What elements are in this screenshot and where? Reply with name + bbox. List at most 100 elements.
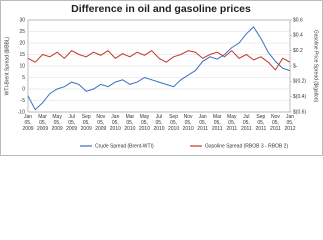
x-tick-label-line: 2010	[168, 126, 179, 132]
series-line	[27, 49, 291, 71]
legend-label: Gasoline Spread (RBOB 3 - RBOB 2)	[205, 143, 288, 149]
x-tick-label-line: 05,	[228, 120, 235, 126]
y-tick-label: -10	[18, 109, 25, 115]
y2-tick-label: $0.2	[293, 48, 303, 54]
x-tick-label: Sep 05, 2009	[81, 114, 92, 132]
x-tick-label-line: 05,	[214, 120, 221, 126]
x-tick-label: Jan 05, 2009	[22, 114, 33, 132]
x-tick-label-line: Sep	[82, 114, 91, 120]
x-tick-label: Jan 05, 2012	[284, 114, 295, 132]
x-tick-label-line: 05,	[170, 120, 177, 126]
x-tick-label-line: 05,	[97, 120, 104, 126]
x-tick-label: Jul 05, 2011	[241, 114, 252, 132]
x-tick-label-line: Jan	[199, 114, 207, 120]
y-tick-label: 25	[19, 29, 25, 35]
x-tick-label-line: 05,	[112, 120, 119, 126]
x-tick-label-line: 05,	[25, 120, 32, 126]
x-tick-label-line: 2011	[241, 126, 252, 132]
x-tick-label: Mar 05, 2009	[37, 114, 48, 132]
x-tick-label-line: 2012	[284, 126, 295, 132]
x-tick-label-line: Sep	[169, 114, 178, 120]
x-tick-label-line: 05,	[83, 120, 90, 126]
x-tick-label-line: 2011	[256, 126, 267, 132]
x-tick-label-line: May	[140, 114, 150, 120]
x-tick-label: Nov 05, 2010	[183, 114, 194, 132]
x-tick-label-line: May	[52, 114, 62, 120]
x-tick-label-line: 2010	[110, 126, 121, 132]
x-tick-label: Sep 05, 2010	[168, 114, 179, 132]
x-tick-label-line: Jan	[111, 114, 119, 120]
x-tick-label: May 05, 2011	[226, 114, 237, 132]
y2-axis-label: Gasoline Price Spread ($/gallon)	[313, 30, 319, 103]
x-tick-label-line: Jul	[68, 114, 74, 120]
x-tick-label-line: Nov	[96, 114, 105, 120]
x-tick-label-line: 2010	[153, 126, 164, 132]
x-tick-label: Mar 05, 2010	[124, 114, 135, 132]
x-tick-label-line: Jul	[156, 114, 162, 120]
x-tick-label: Nov 05, 2009	[95, 114, 106, 132]
series-line	[27, 26, 291, 111]
y2-tick-label: $(0.6)	[293, 109, 306, 115]
y-tick-label: 0	[22, 86, 25, 92]
y2-tick-label: $(0.2)	[293, 79, 306, 85]
x-tick-label-line: 2010	[139, 126, 150, 132]
x-tick-label-line: 2010	[183, 126, 194, 132]
x-tick-label-line: 05,	[199, 120, 206, 126]
x-tick-label: May 05, 2009	[52, 114, 63, 132]
chart-title: Difference in oil and gasoline prices	[71, 3, 251, 15]
x-tick-label-line: 05,	[287, 120, 294, 126]
x-tick-label-line: 2010	[124, 126, 135, 132]
y2-tick-label: $(0.4)	[293, 94, 306, 100]
x-tick-label: Jul 05, 2009	[66, 114, 77, 132]
chart: Difference in oil and gasoline prices WT…	[0, 0, 323, 156]
x-tick-label: Jul 05, 2010	[153, 114, 164, 132]
x-tick-label-line: 2009	[37, 126, 48, 132]
y-tick-label: 20	[19, 40, 25, 46]
plot-border	[27, 19, 291, 113]
x-tick-label-line: 05,	[68, 120, 75, 126]
x-tick-label-line: 05,	[126, 120, 133, 126]
y-tick-label: 10	[19, 63, 25, 69]
x-tick-label-line: 2011	[270, 126, 281, 132]
y-tick-label: 30	[19, 17, 25, 23]
x-tick-label-line: 2009	[52, 126, 63, 132]
x-tick-label-line: Nov	[184, 114, 193, 120]
y2-tick-label: $0.6	[293, 17, 303, 23]
y2-tick-label: $-	[293, 63, 298, 69]
x-tick-label-line: 05,	[257, 120, 264, 126]
x-tick-label-line: 2011	[226, 126, 237, 132]
x-tick-label-line: Nov	[271, 114, 280, 120]
x-tick-label: Jan 05, 2010	[110, 114, 121, 132]
x-tick-label-line: Jan	[24, 114, 32, 120]
x-tick-label-line: 2009	[22, 126, 33, 132]
x-tick-label-line: 05,	[243, 120, 250, 126]
y-tick-label: -5	[21, 98, 26, 104]
x-tick-label-line: Mar	[38, 114, 47, 120]
x-tick-label-line: Mar	[126, 114, 135, 120]
x-tick-label-line: 2011	[197, 126, 208, 132]
x-tick-label-line: 2009	[95, 126, 106, 132]
x-tick-label: Jan 05, 2011	[197, 114, 208, 132]
frame	[0, 0, 323, 156]
x-tick-label-line: 05,	[39, 120, 46, 126]
legend-label: Crude Spread (Brent-WTI)	[95, 143, 154, 149]
x-tick-label-line: 05,	[54, 120, 61, 126]
x-tick-label-line: 05,	[156, 120, 163, 126]
x-tick-label-line: Jan	[286, 114, 294, 120]
y2-tick-label: $0.4	[293, 33, 303, 39]
x-tick-label-line: Jul	[243, 114, 249, 120]
x-tick-label-line: 05,	[272, 120, 279, 126]
y-tick-label: 15	[19, 52, 25, 58]
x-tick-label-line: May	[227, 114, 237, 120]
x-tick-label: May 05, 2010	[139, 114, 150, 132]
y-axis-label: WTI-Brent Spread ($/BBL)	[4, 36, 10, 95]
x-tick-label: Sep 05, 2011	[256, 114, 267, 132]
x-tick-label: Mar 05, 2011	[212, 114, 223, 132]
x-tick-label-line: 2009	[81, 126, 92, 132]
x-tick-label-line: Sep	[256, 114, 265, 120]
x-tick-label-line: Mar	[213, 114, 222, 120]
x-tick-label-line: 05,	[141, 120, 148, 126]
x-tick-label-line: 2011	[212, 126, 223, 132]
x-tick-label-line: 05,	[185, 120, 192, 126]
x-tick-label-line: 2009	[66, 126, 77, 132]
